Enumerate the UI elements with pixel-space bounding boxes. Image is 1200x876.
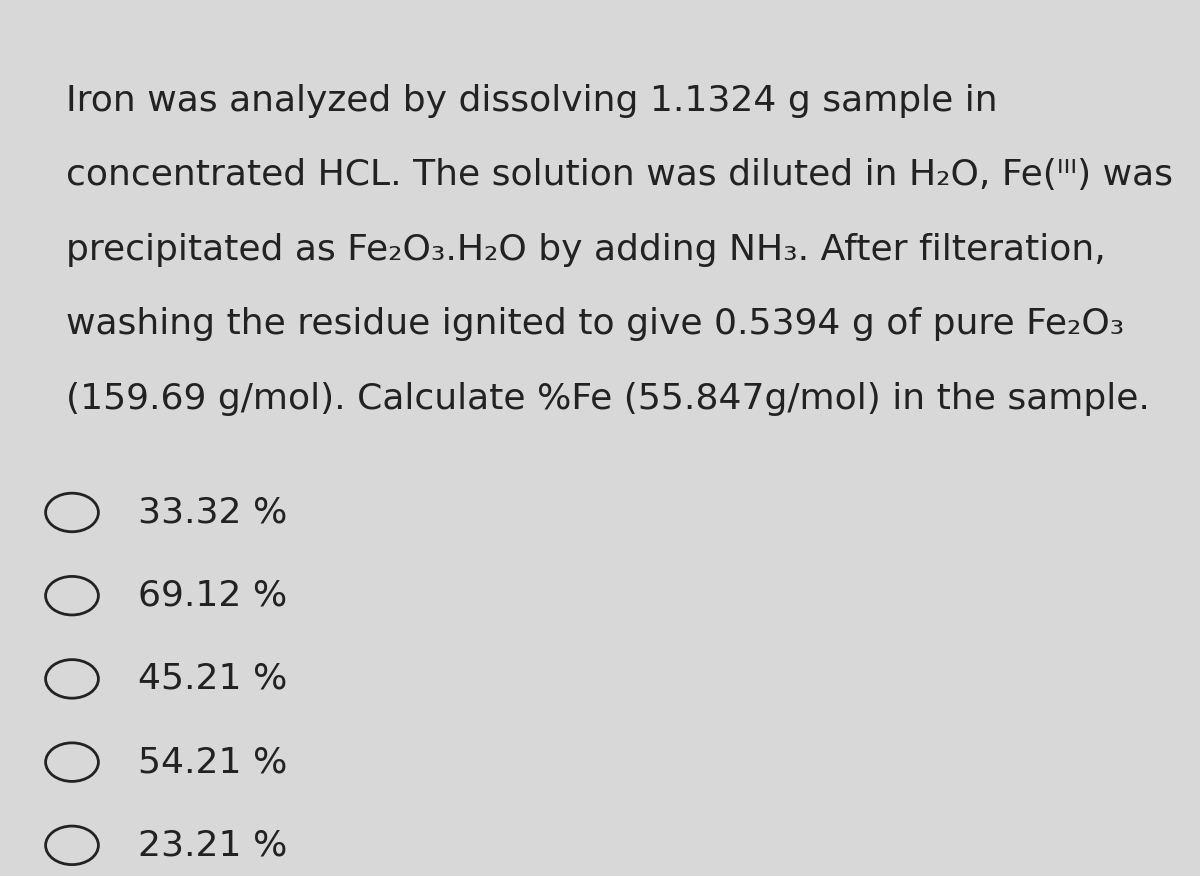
Text: washing the residue ignited to give 0.5394 g of pure Fe₂O₃: washing the residue ignited to give 0.53…: [66, 307, 1124, 341]
Text: 23.21 %: 23.21 %: [138, 829, 287, 862]
Text: concentrated HCL. The solution was diluted in H₂O, Fe(ᴵᴵᴵ) was: concentrated HCL. The solution was dilut…: [66, 159, 1174, 192]
Text: Iron was analyzed by dissolving 1.1324 g sample in: Iron was analyzed by dissolving 1.1324 g…: [66, 84, 997, 117]
Text: 45.21 %: 45.21 %: [138, 662, 287, 696]
Text: 33.32 %: 33.32 %: [138, 496, 287, 529]
Text: 69.12 %: 69.12 %: [138, 579, 287, 612]
Text: 54.21 %: 54.21 %: [138, 745, 287, 779]
Text: precipitated as Fe₂O₃.H₂O by adding NH₃. After filteration,: precipitated as Fe₂O₃.H₂O by adding NH₃.…: [66, 233, 1105, 266]
Text: (159.69 g/mol). Calculate %Fe (55.847g/mol) in the sample.: (159.69 g/mol). Calculate %Fe (55.847g/m…: [66, 382, 1150, 415]
